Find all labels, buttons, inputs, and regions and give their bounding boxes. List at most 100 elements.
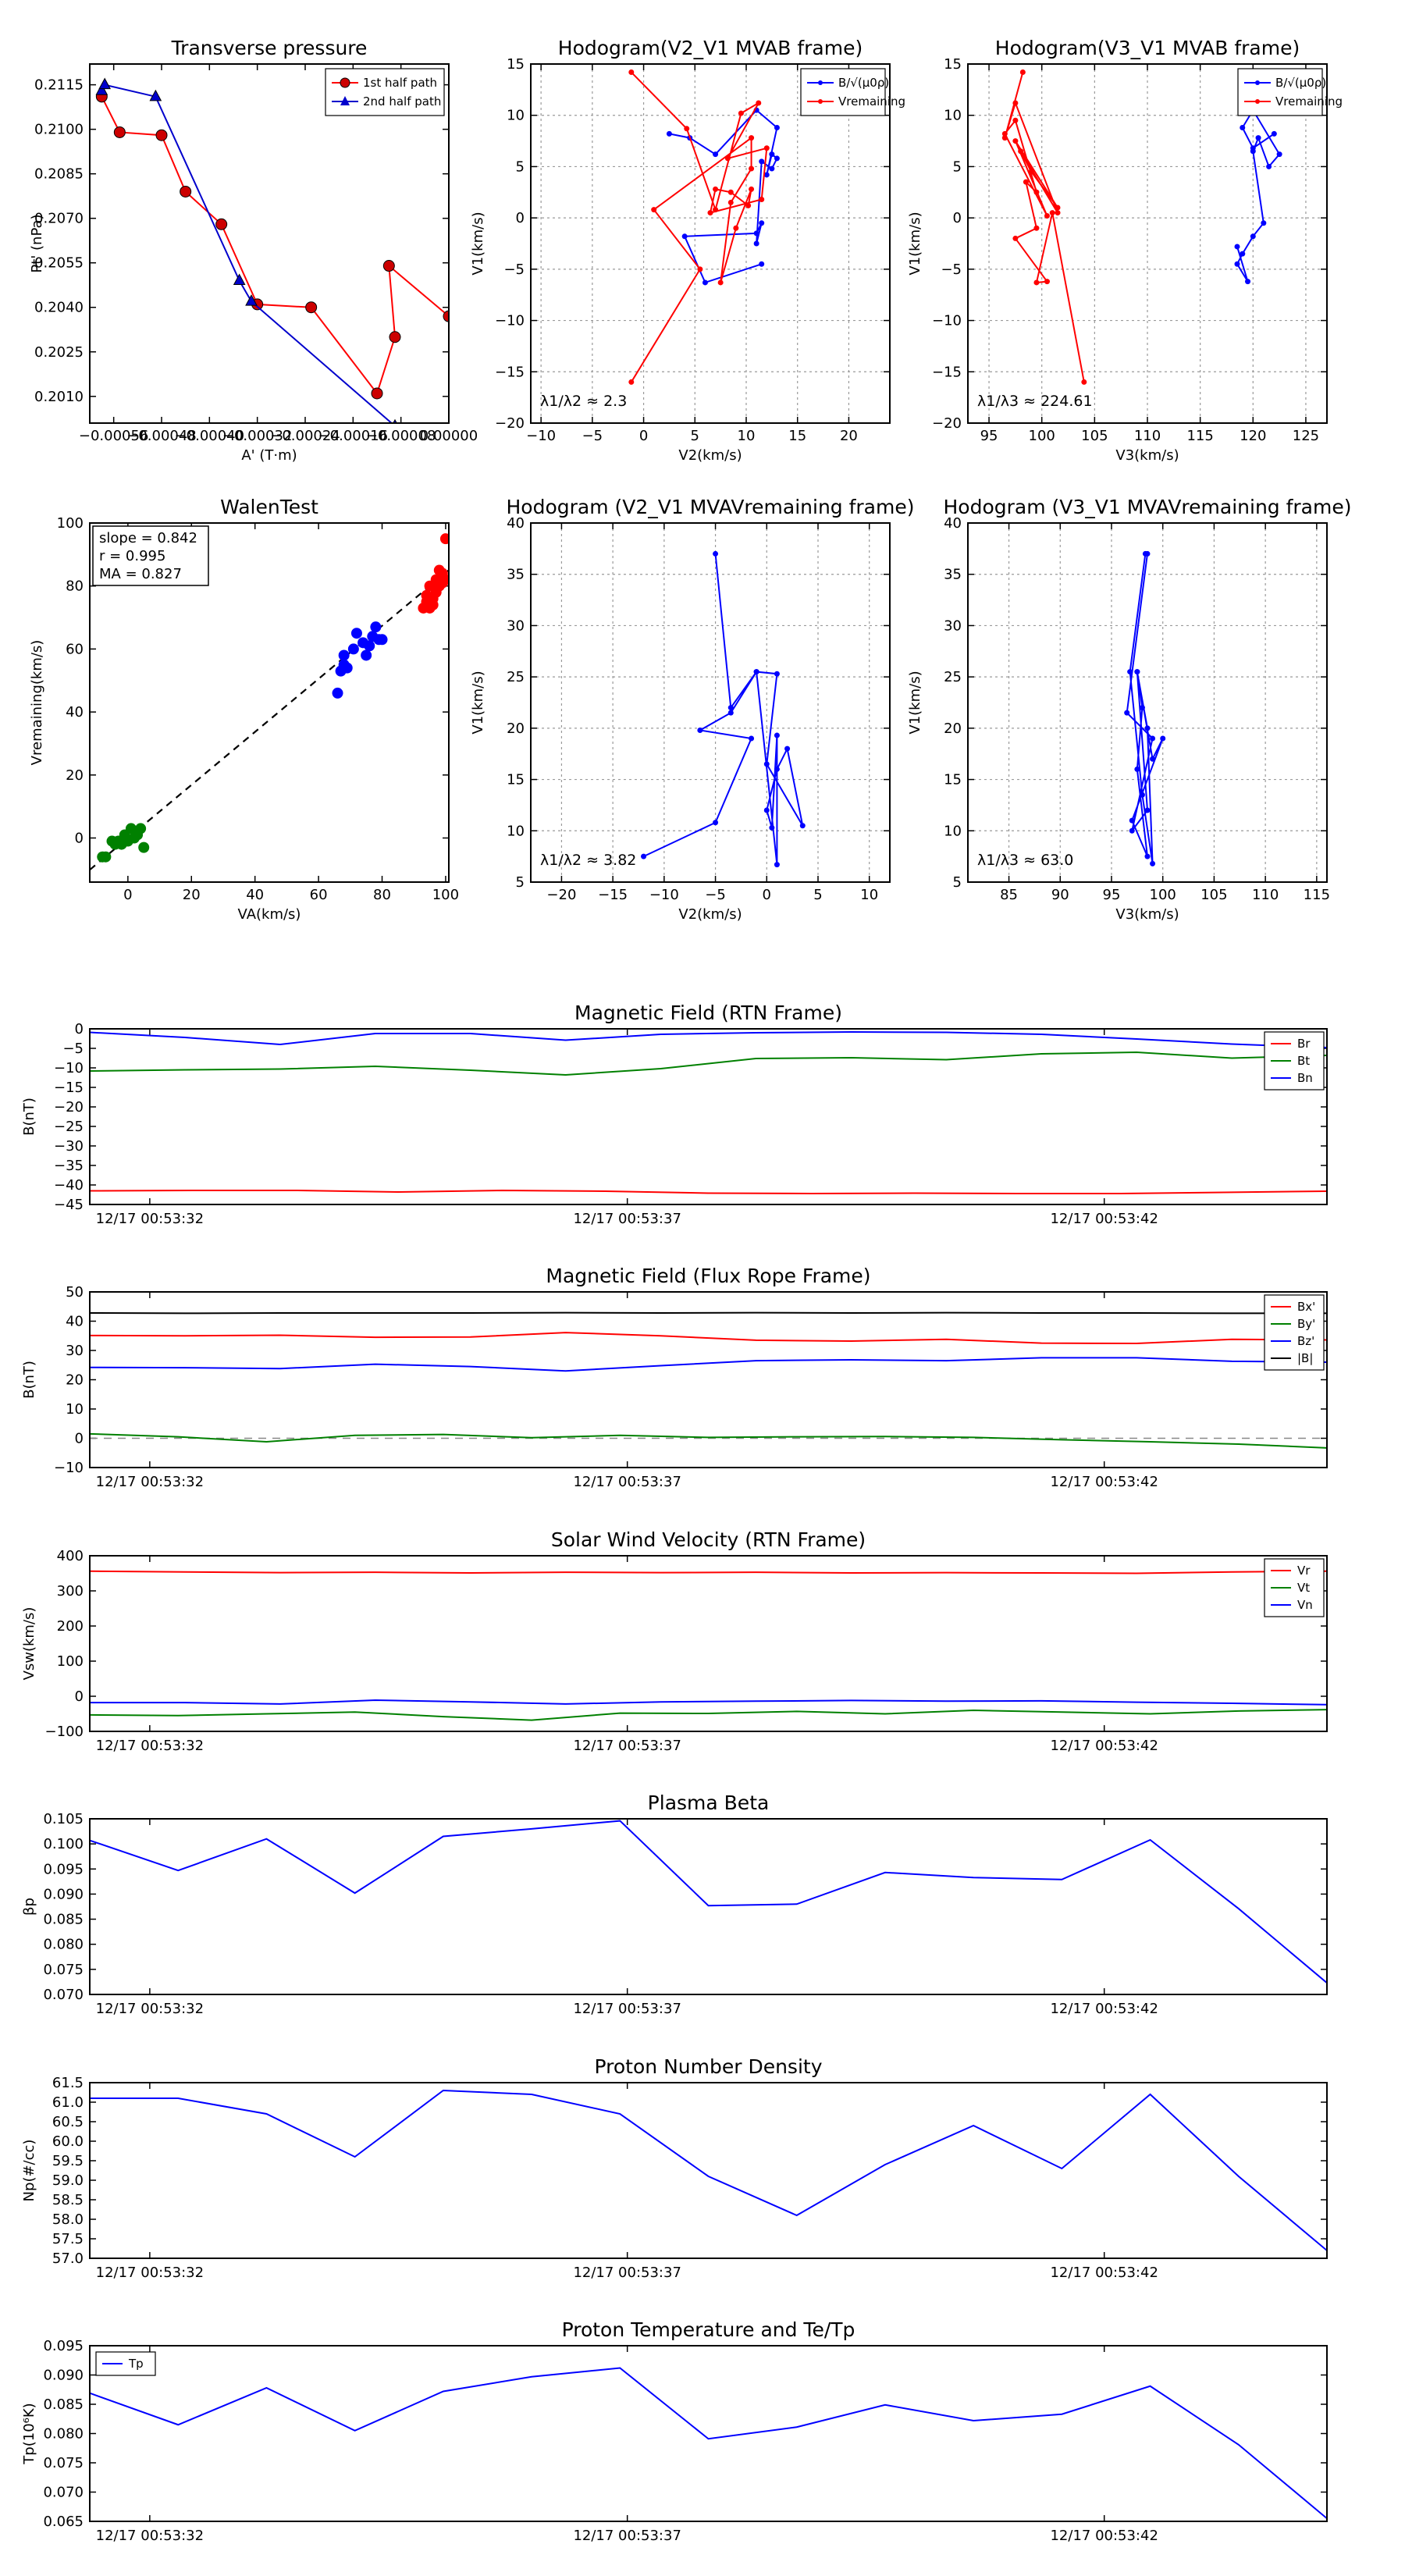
y-tick-label: 0 <box>75 831 84 847</box>
y-tick-label: 0.070 <box>43 2485 84 2501</box>
y-tick-label: 35 <box>507 567 525 583</box>
y-tick-label: −10 <box>495 313 525 329</box>
y-tick-label: 300 <box>57 1583 84 1599</box>
data-point <box>666 130 672 137</box>
plot-frame <box>89 2345 1328 2522</box>
y-tick-label: 100 <box>57 1653 84 1670</box>
y-axis-label: βp <box>21 1898 37 1916</box>
data-layer <box>90 533 449 871</box>
data-point <box>1044 213 1050 219</box>
data-point <box>769 151 775 158</box>
plot-area <box>90 1556 1327 1731</box>
data-point <box>1144 725 1151 731</box>
legend-label: Bn <box>1297 1071 1313 1085</box>
data-point <box>112 835 124 847</box>
data-point <box>1129 827 1135 834</box>
data-point <box>727 199 734 205</box>
y-tick-label: −40 <box>54 1177 84 1194</box>
legend-label: B/√(μ0ρ) <box>1275 76 1326 90</box>
data-point <box>697 727 703 733</box>
chart-title: Solar Wind Velocity (RTN Frame) <box>551 1528 866 1551</box>
y-tick-label: 0.095 <box>43 2338 84 2354</box>
plot-frame <box>89 1818 1328 1995</box>
data-point <box>1019 69 1026 76</box>
y-tick-label: 0.2085 <box>34 166 84 183</box>
y-tick-label: 0.090 <box>43 1886 84 1902</box>
y-tick-label: 10 <box>66 1401 84 1418</box>
data-point <box>1250 148 1256 155</box>
y-tick-label: −30 <box>54 1138 84 1155</box>
y-tick-label: 0 <box>953 210 962 226</box>
y-tick-label: 30 <box>944 617 962 634</box>
data-point <box>1271 130 1277 137</box>
data-point <box>774 124 780 130</box>
series-line-Vr <box>90 1570 1327 1574</box>
panel-np: Proton Number Density 57.0 57.5 58.0 58.5 59.… <box>21 2055 1328 2281</box>
y-axis-label: V1(km/s) <box>907 671 923 734</box>
chart-title: Transverse pressure <box>171 37 368 59</box>
y-tick-label: 0.090 <box>43 2368 84 2384</box>
data-point <box>1055 210 1061 216</box>
data-point <box>763 761 770 767</box>
x-tick-label: 0.00000 <box>420 428 478 444</box>
data-point <box>1001 130 1008 137</box>
data-point <box>370 621 382 633</box>
x-tick-label: −0.00032 <box>222 428 293 444</box>
plot-area <box>90 64 449 423</box>
data-point <box>1018 148 1024 155</box>
x-tick-label: 110 <box>1252 887 1279 903</box>
y-tick-label: 58.5 <box>52 2192 84 2208</box>
plot-area <box>968 523 1327 882</box>
y-tick-label: 40 <box>507 515 525 532</box>
data-point <box>759 220 765 226</box>
data-point <box>1012 117 1019 123</box>
y-tick-label: 100 <box>57 515 84 532</box>
data-point <box>727 710 734 716</box>
x-tick-label: 100 <box>432 887 459 903</box>
data-point <box>1081 379 1087 385</box>
data-point <box>98 77 112 90</box>
y-tick-label: 5 <box>516 158 525 175</box>
data-layer <box>90 1030 1327 1195</box>
y-tick-label: 400 <box>57 1548 84 1564</box>
data-point <box>1150 756 1156 762</box>
eigenvalue-ratio-annotation: λ1/λ3 ≈ 224.61 <box>977 393 1093 410</box>
plot-frame <box>89 1028 1328 1205</box>
x-axis-label: V2(km/s) <box>678 906 742 923</box>
data-point <box>245 294 258 306</box>
x-axis-label: VA(km/s) <box>238 906 301 923</box>
legend-label: Vr <box>1297 1564 1311 1578</box>
x-tick-label: 95 <box>1103 887 1121 903</box>
data-point <box>759 196 765 202</box>
legend-label: Bt <box>1297 1054 1310 1068</box>
stats-line: slope = 0.842 <box>99 530 197 546</box>
data-point <box>424 602 436 614</box>
data-point <box>733 225 739 231</box>
data-point <box>1033 225 1040 231</box>
x-tick-label: 115 <box>1186 428 1213 444</box>
legend-marker <box>340 96 350 105</box>
plot-frame <box>89 1291 1328 1468</box>
x-tick-label: 0 <box>639 428 648 444</box>
x-tick-label: 12/17 00:53:42 <box>1050 2528 1158 2544</box>
data-point <box>774 671 780 677</box>
data-point <box>769 165 775 172</box>
data-point <box>713 186 719 192</box>
data-point <box>1127 669 1133 675</box>
plot-area <box>531 64 890 423</box>
data-point <box>439 533 449 545</box>
x-tick-label: 12/17 00:53:32 <box>96 2001 204 2017</box>
x-tick-label: 12/17 00:53:37 <box>573 2001 681 2017</box>
data-layer <box>95 77 449 423</box>
data-point <box>1033 189 1040 195</box>
x-tick-label: 12/17 00:53:37 <box>573 2265 681 2281</box>
legend-label: Bx' <box>1297 1300 1315 1314</box>
chart-title: Hodogram (V3_V1 MVAVremaining frame) <box>944 496 1352 518</box>
data-point <box>713 151 719 158</box>
y-tick-label: 0.2010 <box>34 389 84 405</box>
y-tick-label: 0 <box>75 1431 84 1447</box>
data-point <box>763 145 770 151</box>
legend-marker <box>818 99 823 104</box>
y-tick-label: 50 <box>66 1284 84 1300</box>
data-point <box>784 745 791 752</box>
